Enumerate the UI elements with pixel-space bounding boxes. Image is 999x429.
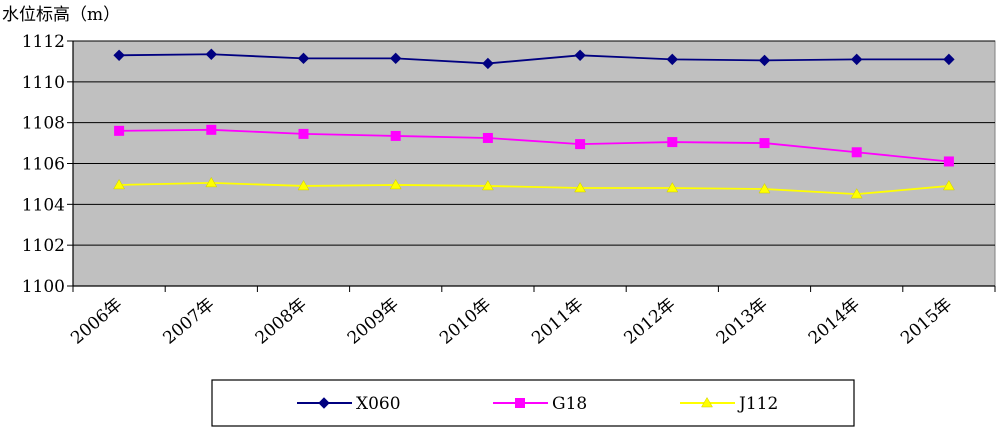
legend: X060 G18 J112 <box>297 394 778 414</box>
x-tick-label: 2011年 <box>528 295 587 349</box>
data-point <box>205 176 218 188</box>
data-point <box>850 188 863 199</box>
axes <box>67 40 996 292</box>
series-line-X060 <box>119 53 949 65</box>
legend-marker-X060 <box>318 397 330 409</box>
legend-label-J112: J112 <box>737 394 778 414</box>
x-tick-label: 2012年 <box>620 295 679 349</box>
y-tick-label: 1106 <box>22 155 65 175</box>
data-point <box>205 48 218 60</box>
x-tick-label: 2008年 <box>252 295 311 349</box>
series-line-J112 <box>119 181 949 196</box>
y-tick-label: 1100 <box>22 277 65 297</box>
data-point <box>574 49 586 61</box>
series-line-G18 <box>119 128 949 163</box>
y-tick-label: 1112 <box>22 32 65 52</box>
series-layer <box>113 48 955 199</box>
data-point <box>758 183 771 194</box>
legend-label-G18: G18 <box>552 394 587 414</box>
legend-label-X060: X060 <box>356 394 401 414</box>
series-J112 <box>113 176 955 199</box>
data-point <box>574 182 587 193</box>
data-point <box>481 179 494 191</box>
data-point <box>482 57 494 70</box>
data-point <box>390 130 401 141</box>
data-point <box>759 138 770 149</box>
y-axis-title: 水位标高（m） <box>2 5 120 25</box>
x-tick-label: 2010年 <box>436 295 495 349</box>
data-point <box>113 49 125 61</box>
data-point <box>758 54 771 67</box>
data-point <box>667 137 678 148</box>
x-tick-label: 2007年 <box>159 295 218 349</box>
series-G18 <box>114 124 954 167</box>
data-point <box>943 53 955 66</box>
data-point <box>113 178 126 190</box>
y-tick-label: 1108 <box>22 114 65 134</box>
data-point <box>114 125 125 136</box>
data-point <box>943 156 954 167</box>
data-point <box>666 182 679 193</box>
legend-marker-G18 <box>515 398 525 408</box>
data-point <box>666 53 679 66</box>
legend-marker-J112 <box>701 397 713 408</box>
data-point <box>850 53 863 66</box>
y-tick-label: 1104 <box>22 195 65 215</box>
data-point <box>575 139 586 150</box>
data-point <box>942 179 955 191</box>
gridlines <box>73 40 995 246</box>
data-point <box>297 179 310 191</box>
x-tick-label: 2015年 <box>897 295 956 349</box>
y-tick-label: 1110 <box>22 73 65 93</box>
data-point <box>389 178 402 190</box>
data-point <box>389 52 402 65</box>
data-point <box>482 132 493 143</box>
x-tick-label: 2013年 <box>713 295 772 349</box>
data-point <box>206 124 217 135</box>
x-tick-label: 2009年 <box>344 295 403 349</box>
data-point <box>851 147 862 158</box>
data-point <box>297 52 310 65</box>
data-point <box>298 128 309 139</box>
series-X060 <box>113 48 955 70</box>
x-tick-label: 2014年 <box>805 295 864 349</box>
x-tick-label: 2006年 <box>67 295 126 349</box>
y-tick-label: 1102 <box>22 236 65 256</box>
